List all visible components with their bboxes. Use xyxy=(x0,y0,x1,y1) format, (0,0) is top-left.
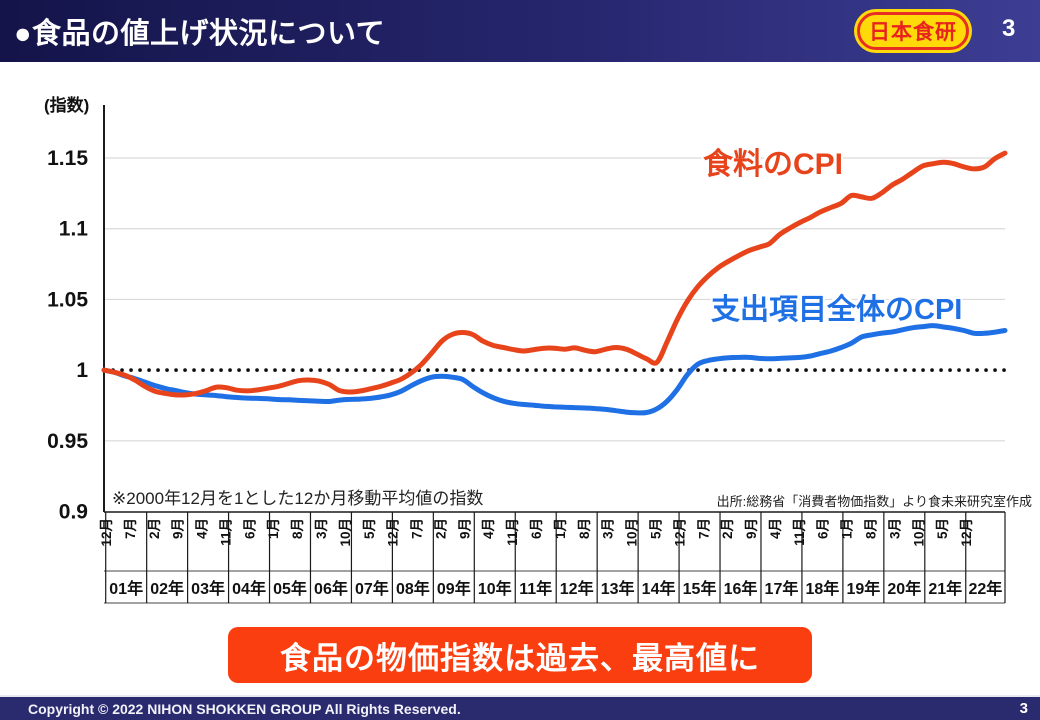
chart-source: 出所:総務省「消費者物価指数」より食未来研究室作成 xyxy=(716,494,1032,509)
year-tick-label: 01年 xyxy=(109,579,143,598)
year-tick-label: 05年 xyxy=(273,579,307,598)
header-bar: ●食品の値上げ状況について 日本食研 3 xyxy=(0,0,1040,62)
month-tick-label: 7月 xyxy=(696,518,711,539)
month-tick-label: 5月 xyxy=(362,518,377,539)
month-tick-label: 12月 xyxy=(99,518,114,547)
copyright-text: Copyright © 2022 NIHON SHOKKEN GROUP All… xyxy=(28,700,461,717)
year-tick-label: 12年 xyxy=(560,579,594,598)
y-axis-labels: 0.9 0.95 1 1.05 1.1 1.15 xyxy=(47,147,88,523)
month-tick-label: 4月 xyxy=(195,518,210,539)
month-tick-label: 2月 xyxy=(147,518,162,539)
series-line-0 xyxy=(101,323,1008,416)
month-tick-label: 9月 xyxy=(744,518,759,539)
year-tick-label: 19年 xyxy=(846,579,880,598)
month-tick-label: 12月 xyxy=(672,518,687,547)
y-axis-unit-label: (指数) xyxy=(44,96,90,115)
month-tick-label: 2月 xyxy=(433,518,448,539)
header-page-number: 3 xyxy=(1002,15,1016,42)
month-tick-label: 4月 xyxy=(768,518,783,539)
month-tick-label: 10月 xyxy=(625,518,640,547)
month-tick-label: 8月 xyxy=(577,518,592,539)
year-tick-label: 09年 xyxy=(437,579,471,598)
footer-bar: Copyright © 2022 NIHON SHOKKEN GROUP All… xyxy=(0,695,1040,720)
series-label-overall-cpi: 支出項目全体のCPI xyxy=(711,294,963,326)
year-tick-label: 14年 xyxy=(642,579,676,598)
year-tick-label: 02年 xyxy=(150,579,184,598)
month-tick-label: 8月 xyxy=(290,518,305,539)
month-tick-label: 9月 xyxy=(457,518,472,539)
month-tick-label: 4月 xyxy=(481,518,496,539)
series-label-food-cpi: 食料のCPI xyxy=(703,148,844,181)
year-tick-label: 11年 xyxy=(519,579,552,598)
chart-note: ※2000年12月を1とした12か月移動平均値の指数 xyxy=(112,489,484,508)
month-tick-label: 6月 xyxy=(816,518,831,539)
month-tick-label: 3月 xyxy=(601,518,616,539)
y-tick-label: 1.1 xyxy=(59,218,89,241)
y-tick-label: 0.95 xyxy=(47,430,88,453)
month-tick-label: 10月 xyxy=(338,518,353,547)
month-tick-label: 12月 xyxy=(959,518,974,547)
month-tick-label: 8月 xyxy=(863,518,878,539)
month-tick-label: 6月 xyxy=(529,518,544,539)
y-tick-label: 1 xyxy=(76,359,88,382)
month-tick-label: 10月 xyxy=(911,518,926,547)
year-tick-label: 13年 xyxy=(601,579,635,598)
highlight-banner: 食品の物価指数は過去、最高値に xyxy=(228,627,812,683)
year-tick-label: 07年 xyxy=(355,579,389,598)
month-tick-label: 3月 xyxy=(887,518,902,539)
company-logo-text: 日本食研 xyxy=(869,21,957,44)
footer-page-number: 3 xyxy=(1019,700,1028,717)
page-title: ●食品の値上げ状況について xyxy=(14,18,386,50)
year-tick-label: 03年 xyxy=(191,579,225,598)
year-tick-label: 08年 xyxy=(396,579,430,598)
month-tick-label: 1月 xyxy=(553,518,568,539)
month-tick-label: 11月 xyxy=(218,518,233,546)
month-tick-label: 5月 xyxy=(935,518,950,539)
year-tick-label: 20年 xyxy=(887,579,921,598)
month-tick-label: 1月 xyxy=(266,518,281,539)
year-tick-label: 18年 xyxy=(806,579,840,598)
month-tick-label: 11月 xyxy=(792,518,807,546)
x-axis-month-labels: 12月 7月 2月 9月 4月 11月 6月 1月 8月 3月 10月 5月 12月 7月 2月 9月 4月 11… xyxy=(99,518,974,547)
year-tick-label: 04年 xyxy=(232,579,266,598)
month-tick-label: 5月 xyxy=(648,518,663,539)
y-gridlines xyxy=(104,157,1005,442)
company-logo: 日本食研 xyxy=(857,12,969,50)
month-tick-label: 12月 xyxy=(386,518,401,547)
month-tick-label: 2月 xyxy=(720,518,735,539)
year-tick-label: 10年 xyxy=(478,579,512,598)
month-tick-label: 7月 xyxy=(123,518,138,539)
y-tick-label: 0.9 xyxy=(59,501,88,524)
axis-frame xyxy=(103,105,1006,604)
series-line-1 xyxy=(101,150,1008,398)
month-tick-label: 1月 xyxy=(840,518,855,539)
month-tick-label: 6月 xyxy=(242,518,257,539)
year-tick-label: 06年 xyxy=(314,579,348,598)
year-tick-label: 16年 xyxy=(724,579,758,598)
month-tick-label: 9月 xyxy=(171,518,186,539)
year-tick-label: 15年 xyxy=(683,579,717,598)
year-tick-label: 21年 xyxy=(928,579,962,598)
month-tick-label: 3月 xyxy=(314,518,329,539)
highlight-banner-text: 食品の物価指数は過去、最高値に xyxy=(280,640,760,676)
year-tick-label: 22年 xyxy=(968,579,1002,598)
month-tick-label: 7月 xyxy=(410,518,425,539)
month-tick-label: 11月 xyxy=(505,518,520,546)
y-tick-label: 1.05 xyxy=(47,288,88,311)
y-tick-label: 1.15 xyxy=(47,147,88,170)
year-tick-label: 17年 xyxy=(765,579,799,598)
x-axis-year-labels: 01年 02年 03年 04年 05年 06年 07年 08年 09年 10年 11年 12年 13年 1… xyxy=(109,579,1002,598)
